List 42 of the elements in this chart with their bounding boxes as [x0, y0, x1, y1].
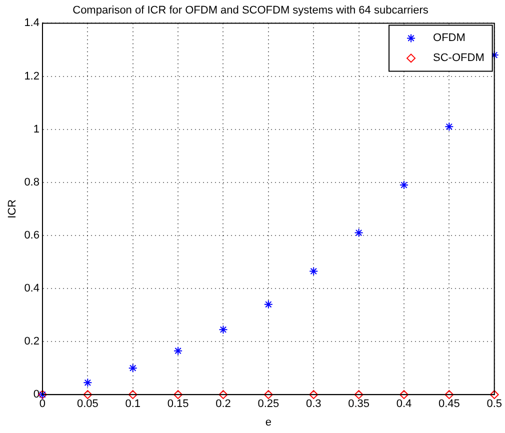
x-tick-label: 0.5: [486, 398, 502, 410]
point: [174, 390, 183, 400]
x-tick-label: 0.1: [125, 398, 141, 410]
point: [354, 390, 364, 400]
legend-label: SC-OFDM: [433, 52, 484, 64]
point: [444, 122, 454, 132]
point: [83, 378, 92, 388]
y-axis-title: ICR: [6, 199, 19, 218]
y-tick-label: 1.2: [24, 70, 40, 82]
point: [174, 346, 183, 356]
point: [444, 390, 454, 400]
point: [399, 390, 408, 400]
y-tick-label: 0.4: [24, 282, 40, 295]
point: [128, 390, 138, 400]
point: [264, 300, 273, 309]
chart-title: Comparison of ICR for OFDM and SCOFDM systems with 64 subcarriers: [72, 4, 429, 17]
x-tick-label: 0.45: [438, 398, 460, 410]
x-tick-label: 0.2: [216, 398, 231, 410]
y-tick-label: 0.2: [24, 336, 40, 348]
point: [309, 266, 318, 276]
x-tick-label: 0.35: [348, 398, 370, 410]
x-tick-label: 0.15: [167, 398, 189, 410]
y-tick-label: 1.4: [24, 17, 40, 30]
point: [83, 390, 92, 400]
point: [264, 390, 273, 400]
y-tick-label: 1: [33, 123, 40, 136]
y-tick-label: 0.6: [24, 229, 40, 242]
y-tick-label: 0.8: [24, 176, 40, 188]
y-tick-label: 0: [33, 388, 40, 401]
x-tick-label: 0.25: [258, 398, 280, 410]
x-tick-label: 0.05: [76, 398, 98, 410]
point: [128, 364, 138, 373]
point: [309, 390, 318, 400]
legend-label: OFDM: [433, 32, 466, 44]
point: [354, 228, 364, 238]
point: [218, 390, 228, 400]
x-axis-title: e: [265, 416, 272, 428]
point: [218, 325, 228, 334]
point: [490, 390, 499, 400]
x-tick-label: 0.3: [306, 398, 322, 410]
point: [399, 180, 408, 190]
x-tick-label: 0.4: [396, 398, 412, 410]
